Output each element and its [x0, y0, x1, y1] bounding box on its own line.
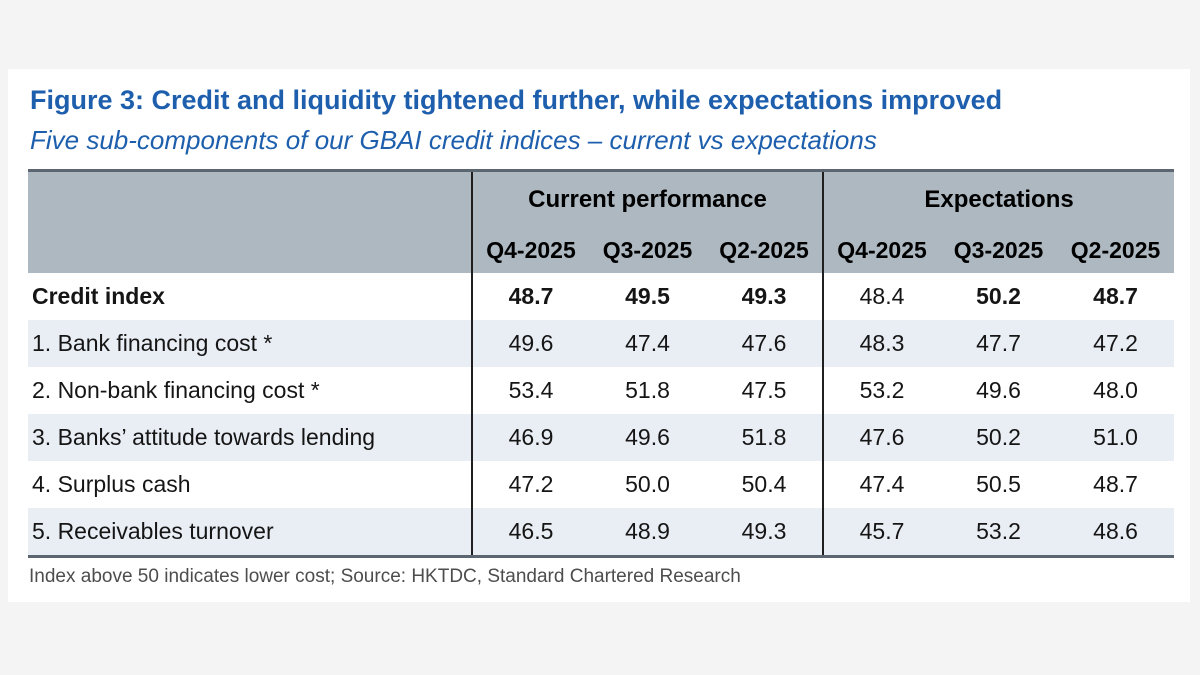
column-header-q4-expectations: Q4-2025 — [822, 227, 941, 273]
column-header-q2-expectations: Q2-2025 — [1057, 227, 1175, 273]
figure-subtitle: Five sub-components of our GBAI credit i… — [30, 125, 877, 155]
value-cell: 48.7 — [1093, 471, 1138, 497]
figure-panel: Figure 3: Credit and liquidity tightened… — [8, 69, 1190, 602]
value-cell: 50.2 — [976, 424, 1021, 450]
value-cell: 47.6 — [741, 330, 787, 356]
value-cell: 50.0 — [625, 471, 670, 497]
value-cell: 49.6 — [471, 320, 589, 367]
column-header-q4-current: Q4-2025 — [471, 227, 589, 273]
value-cell: 49.6 — [625, 424, 670, 450]
figure-title: Figure 3: Credit and liquidity tightened… — [30, 85, 1003, 115]
value-cell: 49.3 — [741, 518, 787, 544]
column-group-expectations: Expectations — [822, 170, 1175, 227]
credit-indices-table: Current performance Expectations Q4-2025… — [28, 169, 1175, 558]
column-header-q3-expectations: Q3-2025 — [940, 227, 1058, 273]
value-cell: 49.6 — [976, 377, 1021, 403]
value-cell: 47.2 — [1093, 330, 1138, 356]
value-cell: 48.9 — [625, 518, 670, 544]
value-cell: 48.6 — [1093, 518, 1138, 544]
value-cell: 47.4 — [822, 461, 941, 508]
column-header-q3-current: Q3-2025 — [589, 227, 706, 273]
value-cell: 47.6 — [822, 414, 941, 461]
value-cell: 51.8 — [741, 424, 787, 450]
column-header-q2-current: Q2-2025 — [706, 227, 824, 273]
value-cell: 47.7 — [976, 330, 1021, 356]
value-cell: 48.7 — [471, 273, 589, 320]
table-row-receivables-turnover: 5. Receivables turnover 46.5 48.9 49.3 4… — [28, 508, 1175, 557]
value-cell: 49.5 — [625, 283, 670, 309]
row-label: Credit index — [32, 283, 165, 309]
value-cell: 48.7 — [1093, 283, 1138, 309]
value-cell: 48.3 — [822, 320, 941, 367]
value-cell: 49.3 — [741, 283, 787, 309]
header-empty-cell — [28, 227, 472, 273]
value-cell: 48.4 — [822, 273, 941, 320]
column-header-row: Q4-2025 Q3-2025 Q2-2025 Q4-2025 Q3-2025 … — [28, 227, 1175, 273]
value-cell: 46.5 — [471, 508, 589, 557]
value-cell: 51.8 — [625, 377, 670, 403]
row-label: 2. Non-bank financing cost * — [32, 377, 320, 403]
value-cell: 47.5 — [741, 377, 787, 403]
value-cell: 47.4 — [625, 330, 670, 356]
row-label: 1. Bank financing cost * — [32, 330, 273, 356]
value-cell: 46.9 — [471, 414, 589, 461]
table-row-non-bank-financing-cost: 2. Non-bank financing cost * 53.4 51.8 4… — [28, 367, 1174, 414]
value-cell: 53.2 — [976, 518, 1021, 544]
value-cell: 50.5 — [976, 471, 1021, 497]
value-cell: 48.0 — [1093, 377, 1138, 403]
table-row-surplus-cash: 4. Surplus cash 47.2 50.0 50.4 47.4 50.5… — [28, 461, 1174, 508]
value-cell: 47.2 — [471, 461, 589, 508]
value-cell: 50.4 — [741, 471, 787, 497]
value-cell: 45.7 — [822, 508, 941, 557]
row-label: 3. Banks’ attitude towards lending — [32, 424, 376, 450]
table-row-banks-attitude: 3. Banks’ attitude towards lending 46.9 … — [28, 414, 1175, 461]
value-cell: 51.0 — [1093, 424, 1138, 450]
column-group-current-performance: Current performance — [470, 170, 824, 227]
column-group-row: Current performance Expectations — [28, 170, 1175, 227]
row-label: 5. Receivables turnover — [32, 518, 274, 544]
table-row-credit-index: Credit index 48.7 49.5 49.3 48.4 50.2 48… — [28, 273, 1174, 320]
value-cell: 53.4 — [471, 367, 589, 414]
row-label: 4. Surplus cash — [32, 471, 191, 497]
value-cell: 50.2 — [976, 283, 1021, 309]
figure-footnote: Index above 50 indicates lower cost; Sou… — [29, 566, 741, 587]
table-row-bank-financing-cost: 1. Bank financing cost * 49.6 47.4 47.6 … — [28, 320, 1175, 367]
header-empty-cell — [28, 170, 472, 227]
value-cell: 53.2 — [822, 367, 941, 414]
